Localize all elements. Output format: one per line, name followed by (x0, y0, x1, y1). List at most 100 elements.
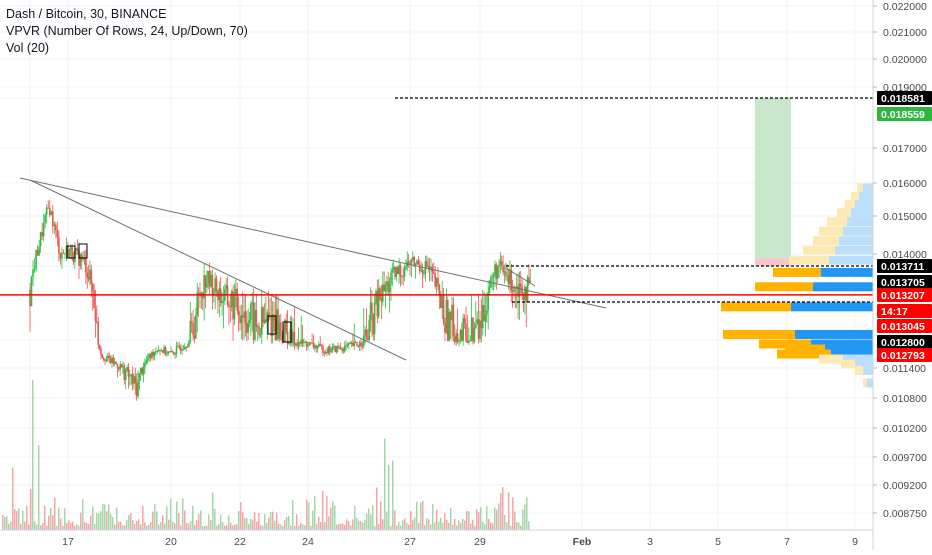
candle-body (86, 272, 89, 278)
trendline-lower (29, 179, 407, 361)
candle-body (192, 323, 194, 336)
candle-body (369, 302, 372, 321)
vpvr-bar-down (819, 354, 843, 364)
volume-bar (14, 509, 16, 530)
volume-bar (424, 525, 426, 530)
volume-bar (374, 525, 376, 530)
candle-body (75, 248, 78, 251)
candle-body (270, 315, 273, 336)
candle-body (428, 266, 431, 270)
candle-body (150, 351, 153, 358)
candle-body (396, 267, 399, 274)
volume-bar (186, 522, 188, 530)
volume-bar (148, 525, 150, 530)
volume-bar (404, 518, 406, 530)
candle-body (484, 314, 487, 322)
symbol-title[interactable]: Dash / Bitcoin, 30, BINANCE (6, 7, 167, 21)
volume-bar (272, 511, 274, 530)
candle-body (345, 344, 347, 346)
candle-body (382, 284, 384, 302)
volume-bar (244, 518, 246, 530)
candle-body (247, 323, 249, 333)
vpvr-bar-up (851, 208, 873, 218)
candle-body (514, 286, 517, 288)
vpvr-bar-down (819, 226, 843, 236)
volume-bar (200, 510, 202, 530)
candle-body (219, 288, 222, 304)
candle-body (190, 321, 193, 324)
volume-bar (518, 522, 520, 530)
volume-bar (194, 525, 196, 530)
volume-bar (70, 522, 72, 530)
price-tag-label: 0.013045 (881, 321, 925, 333)
price-tag (877, 348, 932, 362)
candle-body (342, 348, 345, 352)
volume-bar (452, 524, 454, 530)
candle-body (177, 345, 179, 347)
volume-bar (524, 504, 526, 530)
candle-body (79, 254, 82, 266)
vpvr-indicator-label[interactable]: VPVR (Number Of Rows, 24, Up/Down, 70) (6, 24, 248, 38)
vpvr-bar-down (721, 302, 791, 312)
volume-bar (382, 519, 384, 530)
volume-indicator-label[interactable]: Vol (20) (6, 41, 50, 55)
volume-bar (526, 497, 528, 530)
vpvr-bar-up (863, 183, 873, 193)
volume-bar (110, 514, 112, 530)
candle-body (507, 275, 510, 285)
volume-bar (460, 523, 462, 530)
volume-bar (152, 511, 154, 530)
candle-body (214, 278, 216, 292)
candle-body (449, 312, 452, 321)
volume-bar (482, 521, 484, 530)
volume-bar (492, 523, 494, 530)
volume-bar (454, 519, 456, 530)
candle-body (407, 261, 410, 264)
volume-bar (428, 519, 430, 530)
candle-body (126, 366, 128, 371)
volume-bar (458, 520, 460, 530)
x-tick-label: 22 (234, 536, 246, 548)
volume-bar (358, 520, 360, 530)
volume-bar (42, 522, 44, 530)
candle-body (153, 351, 156, 357)
candle-body (163, 347, 165, 353)
candle-body (80, 254, 83, 260)
candle-body (72, 258, 75, 263)
vpvr-bar-down (723, 329, 795, 339)
volume-bar (322, 490, 324, 530)
candle-body (488, 287, 491, 293)
volume-bar (282, 525, 284, 530)
candle-body (61, 252, 63, 259)
volume-bar (522, 509, 524, 530)
volume-bar (24, 521, 26, 530)
volume-bar (214, 508, 216, 530)
candle-body (479, 320, 481, 339)
volume-bar (376, 487, 378, 530)
candle-body (286, 331, 289, 345)
candle-body (240, 315, 243, 324)
candle-body (179, 348, 182, 351)
vpvr-bar-down (773, 267, 821, 277)
candle-body (435, 277, 438, 287)
volume-bar (332, 501, 334, 530)
price-tag-label: 0.012800 (881, 337, 925, 349)
candle-body (364, 329, 366, 336)
candle-body (111, 357, 113, 363)
candle-body (141, 367, 143, 375)
volume-bar (370, 514, 372, 530)
volume-bar (208, 514, 210, 530)
volume-bar (100, 511, 102, 530)
candle-body (498, 264, 500, 267)
candle-body (499, 261, 502, 265)
candle-body (365, 329, 368, 338)
volume-bar (10, 521, 12, 530)
volume-bar (40, 525, 42, 530)
volume-bar (58, 507, 60, 530)
volume-bar (510, 525, 512, 530)
candle-body (305, 341, 308, 347)
candle-body (197, 292, 200, 294)
volume-bar (156, 511, 158, 530)
